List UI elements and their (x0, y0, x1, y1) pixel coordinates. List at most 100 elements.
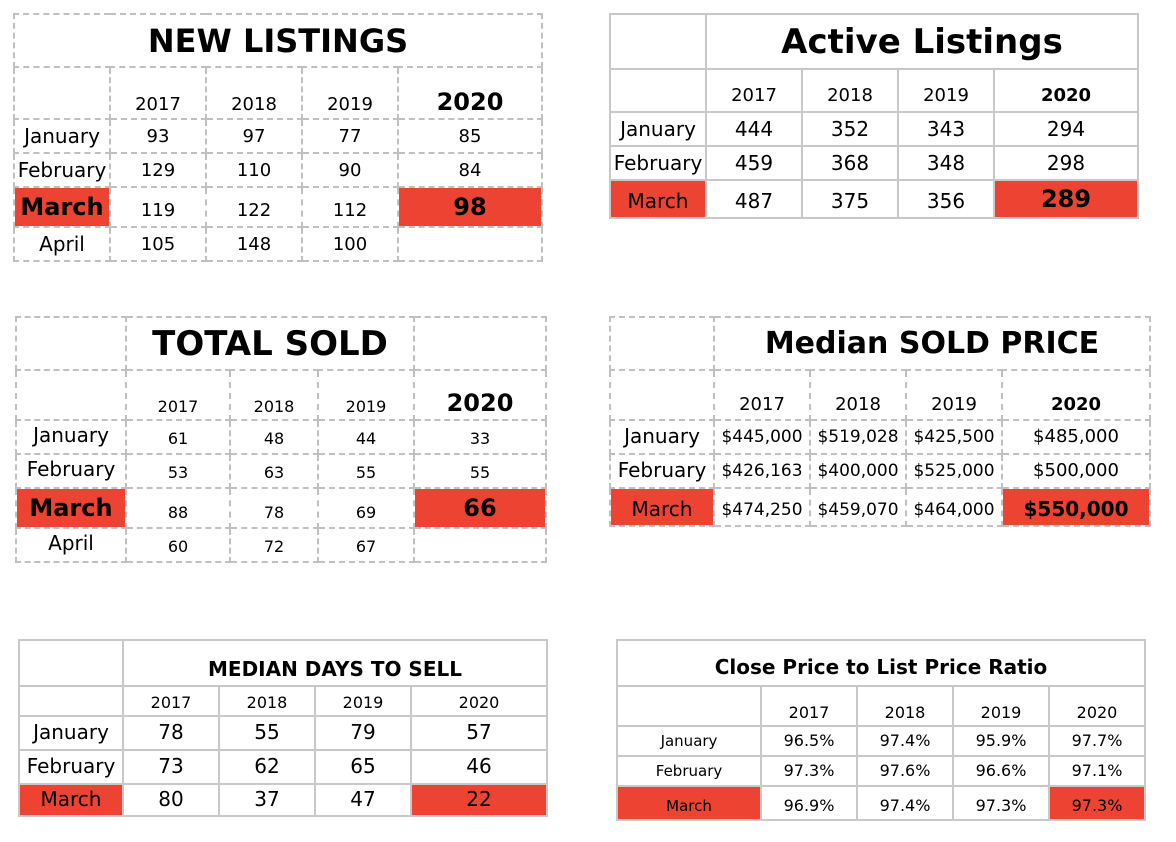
value-cell: $474,250 (713, 487, 811, 527)
value-cell: 119 (109, 186, 207, 228)
value-cell: 97.4% (856, 725, 954, 757)
table-row-highlight: March 88 78 69 66 (15, 487, 547, 529)
table-row-highlight: March 80 37 47 22 (18, 783, 548, 817)
year-header: 2017 (760, 685, 858, 727)
month-label: February (18, 749, 124, 785)
value-cell: 84 (397, 152, 543, 188)
value-cell: 105 (109, 226, 207, 262)
value-cell: $445,000 (713, 419, 811, 455)
table-row: January 61 48 44 33 (15, 419, 547, 455)
year-header-current: 2020 (993, 68, 1139, 113)
total-sold-table: TOTAL SOLD 2017 2018 2019 2020 January 6… (15, 316, 547, 563)
value-cell: 96.6% (952, 755, 1050, 787)
month-label-highlight: March (616, 785, 762, 821)
value-cell: 90 (301, 152, 399, 188)
value-cell: 79 (314, 715, 412, 751)
year-header: 2017 (705, 68, 803, 113)
close-to-list-ratio-table: Close Price to List Price Ratio 2017 201… (616, 639, 1146, 821)
month-label: January (609, 419, 715, 455)
value-cell: 44 (317, 419, 415, 455)
value-cell-highlight: 97.3% (1048, 785, 1146, 821)
new-listings-table: NEW LISTINGS 2017 2018 2019 2020 January… (13, 13, 543, 262)
year-header: 2019 (314, 685, 412, 717)
value-cell: 97.4% (856, 785, 954, 821)
table-row: February 459 368 348 298 (609, 145, 1139, 181)
year-header: 2018 (205, 66, 303, 120)
table-row: January 78 55 79 57 (18, 715, 548, 751)
year-header: 2018 (218, 685, 316, 717)
value-cell: 97 (205, 118, 303, 154)
value-cell: 97.3% (952, 785, 1050, 821)
value-cell: 97.3% (760, 755, 858, 787)
value-cell: 444 (705, 111, 803, 147)
value-cell: 356 (897, 179, 995, 219)
value-cell: 65 (314, 749, 412, 785)
value-cell: 294 (993, 111, 1139, 147)
table-row: April 60 72 67 (15, 527, 547, 563)
value-cell: 97.6% (856, 755, 954, 787)
value-cell: 93 (109, 118, 207, 154)
year-header: 2018 (856, 685, 954, 727)
year-header: 2017 (109, 66, 207, 120)
value-cell: $525,000 (905, 453, 1003, 489)
value-cell: 61 (125, 419, 231, 455)
value-cell: 88 (125, 487, 231, 529)
table-row-highlight: March 96.9% 97.4% 97.3% 97.3% (616, 785, 1146, 821)
year-header-current: 2020 (397, 66, 543, 120)
value-cell: 77 (301, 118, 399, 154)
value-cell: 78 (229, 487, 319, 529)
value-cell: $459,070 (809, 487, 907, 527)
value-cell: 96.5% (760, 725, 858, 757)
value-cell: $485,000 (1001, 419, 1151, 455)
year-header: 2018 (801, 68, 899, 113)
value-cell (413, 527, 547, 563)
table-row-highlight: March 487 375 356 289 (609, 179, 1139, 219)
value-cell: 73 (122, 749, 220, 785)
table-row: February 53 63 55 55 (15, 453, 547, 489)
year-header: 2019 (952, 685, 1050, 727)
value-cell: 55 (317, 453, 415, 489)
value-cell: 129 (109, 152, 207, 188)
year-header: 2017 (713, 369, 811, 421)
value-cell: 112 (301, 186, 399, 228)
value-cell: $425,500 (905, 419, 1003, 455)
median-days-to-sell-table: MEDIAN DAYS TO SELL 2017 2018 2019 2020 … (18, 639, 548, 817)
month-label-highlight: March (609, 179, 707, 219)
median-sold-price-title: Median SOLD PRICE (713, 316, 1151, 371)
month-label: April (15, 527, 127, 563)
median-sold-price-table: Median SOLD PRICE 2017 2018 2019 2020 Ja… (609, 316, 1151, 527)
new-listings-title: NEW LISTINGS (13, 13, 543, 68)
month-label: February (15, 453, 127, 489)
value-cell: 63 (229, 453, 319, 489)
table-row: January $445,000 $519,028 $425,500 $485,… (609, 419, 1151, 455)
year-header: 2017 (125, 369, 231, 421)
value-cell-highlight: 98 (397, 186, 543, 228)
value-cell: $519,028 (809, 419, 907, 455)
table-row-highlight: March $474,250 $459,070 $464,000 $550,00… (609, 487, 1151, 527)
table-row: February 73 62 65 46 (18, 749, 548, 785)
month-label-highlight: March (609, 487, 715, 527)
value-cell: 48 (229, 419, 319, 455)
value-cell: 459 (705, 145, 803, 181)
value-cell-highlight: 289 (993, 179, 1139, 219)
active-listings-title: Active Listings (705, 13, 1139, 70)
value-cell: $500,000 (1001, 453, 1151, 489)
month-label: February (616, 755, 762, 787)
year-header: 2019 (301, 66, 399, 120)
value-cell: $464,000 (905, 487, 1003, 527)
table-row-highlight: March 119 122 112 98 (13, 186, 543, 228)
year-header: 2018 (229, 369, 319, 421)
value-cell: 78 (122, 715, 220, 751)
value-cell: 57 (410, 715, 548, 751)
table-row: January 96.5% 97.4% 95.9% 97.7% (616, 725, 1146, 757)
value-cell: 352 (801, 111, 899, 147)
month-label: January (616, 725, 762, 757)
month-label: February (609, 453, 715, 489)
month-label: February (13, 152, 111, 188)
value-cell: 110 (205, 152, 303, 188)
value-cell: 55 (218, 715, 316, 751)
value-cell: 97.1% (1048, 755, 1146, 787)
value-cell: $426,163 (713, 453, 811, 489)
value-cell-highlight: 22 (410, 783, 548, 817)
value-cell: 348 (897, 145, 995, 181)
